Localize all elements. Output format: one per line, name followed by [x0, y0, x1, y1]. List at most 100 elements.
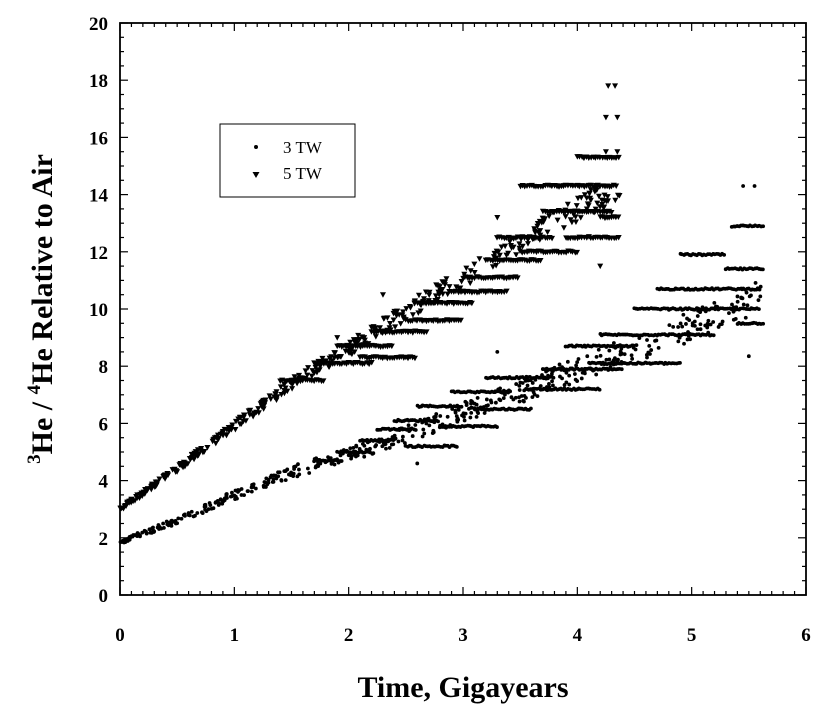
- x-axis-title: Time, Gigayears: [357, 671, 568, 704]
- data-point-3tw: [469, 410, 474, 415]
- data-point-3tw: [727, 311, 731, 316]
- data-point-5tw: [384, 315, 391, 321]
- data-point-3tw: [629, 353, 634, 358]
- data-point-3tw: [607, 357, 612, 362]
- data-point-5tw: [605, 83, 612, 89]
- data-point-3tw: [484, 397, 489, 402]
- data-point-3tw: [735, 299, 740, 304]
- data-point-3tw: [567, 373, 572, 378]
- data-point-3tw: [283, 478, 288, 483]
- data-point-5tw: [342, 348, 349, 355]
- data-point-5tw: [379, 292, 386, 298]
- data-point-3tw: [735, 294, 740, 299]
- data-point-5tw: [602, 149, 609, 155]
- data-point-5tw: [468, 300, 475, 307]
- data-point-5tw: [144, 487, 151, 493]
- data-point-3tw: [753, 281, 758, 285]
- data-point-5tw: [513, 252, 520, 258]
- data-point-3tw: [297, 472, 302, 477]
- data-point-5tw: [491, 250, 498, 257]
- data-point-5tw: [291, 374, 298, 380]
- data-point-3tw: [716, 325, 721, 329]
- data-point-3tw: [189, 509, 194, 514]
- data-point-3tw: [133, 533, 137, 537]
- data-point-3tw: [631, 343, 636, 348]
- data-point-3tw: [202, 504, 207, 509]
- data-point-5tw: [232, 427, 239, 433]
- data-point-5tw: [603, 198, 610, 205]
- data-point-3tw: [744, 290, 749, 295]
- data-point-5tw: [308, 373, 315, 380]
- data-point-3tw: [413, 423, 418, 427]
- data-point-3tw: [730, 302, 734, 307]
- data-point-5tw: [387, 320, 394, 327]
- data-point-3tw: [594, 355, 599, 359]
- data-point-3tw: [560, 376, 564, 381]
- data-point-3tw: [687, 318, 692, 323]
- data-point-5tw: [467, 280, 474, 287]
- data-point-3tw: [273, 473, 278, 478]
- data-point-5tw: [334, 354, 341, 361]
- y-tick-label: 2: [99, 529, 109, 550]
- data-point-3tw: [351, 445, 356, 450]
- data-point-3tw: [459, 404, 464, 409]
- data-point-3tw: [517, 383, 522, 388]
- data-point-3tw: [550, 379, 554, 384]
- data-point-3tw: [698, 322, 703, 327]
- data-point-5tw: [397, 321, 404, 327]
- data-point-5tw: [399, 312, 406, 319]
- data-point-3tw: [684, 322, 688, 326]
- data-point-3tw: [171, 519, 176, 524]
- data-point-5tw: [574, 249, 581, 256]
- data-point-3tw: [453, 410, 458, 415]
- data-point-3tw: [495, 425, 499, 429]
- data-point-5tw: [117, 505, 124, 512]
- data-point-3tw: [557, 362, 562, 367]
- data-point-3tw: [476, 411, 480, 415]
- data-point-3tw: [647, 343, 652, 348]
- data-point-3tw: [613, 356, 617, 361]
- data-point-3tw: [424, 421, 429, 426]
- data-point-3tw: [384, 446, 388, 451]
- y-tick-label: 0: [99, 586, 109, 607]
- data-point-3tw: [151, 525, 155, 530]
- data-point-5tw: [432, 293, 439, 299]
- data-point-3tw: [576, 357, 581, 361]
- data-point-3tw: [421, 427, 426, 432]
- data-point-3tw: [585, 354, 590, 359]
- data-point-5tw: [134, 492, 141, 498]
- data-point-5tw: [554, 217, 561, 224]
- data-point-5tw: [567, 217, 574, 223]
- data-point-5tw: [177, 460, 184, 467]
- data-points: [117, 83, 766, 545]
- data-point-5tw: [355, 332, 362, 339]
- x-tick-label: 5: [687, 625, 697, 646]
- data-point-5tw: [585, 203, 592, 209]
- data-point-3tw: [498, 398, 503, 403]
- data-point-3tw: [580, 370, 585, 375]
- data-point-3tw: [396, 439, 401, 444]
- data-point-3tw: [456, 417, 461, 422]
- data-point-3tw: [230, 490, 234, 495]
- data-point-3tw: [739, 295, 744, 300]
- data-point-3tw: [524, 386, 528, 391]
- data-point-5tw: [273, 397, 280, 403]
- data-point-5tw: [226, 427, 233, 433]
- data-point-3tw: [706, 318, 711, 323]
- data-point-5tw: [534, 221, 541, 227]
- y-tick-label: 16: [89, 128, 108, 149]
- data-point-3tw: [468, 415, 473, 420]
- data-point-3tw: [752, 184, 757, 188]
- data-point-3tw: [261, 483, 266, 488]
- data-point-5tw: [304, 372, 311, 379]
- data-point-3tw: [681, 312, 686, 317]
- data-point-5tw: [467, 268, 474, 274]
- data-point-5tw: [127, 498, 134, 505]
- data-point-3tw: [547, 381, 551, 386]
- data-point-3tw: [530, 381, 535, 385]
- data-point-3tw: [598, 353, 603, 358]
- data-point-3tw: [391, 442, 396, 447]
- data-point-5tw: [320, 378, 327, 384]
- data-point-5tw: [372, 334, 379, 340]
- data-point-5tw: [319, 355, 326, 362]
